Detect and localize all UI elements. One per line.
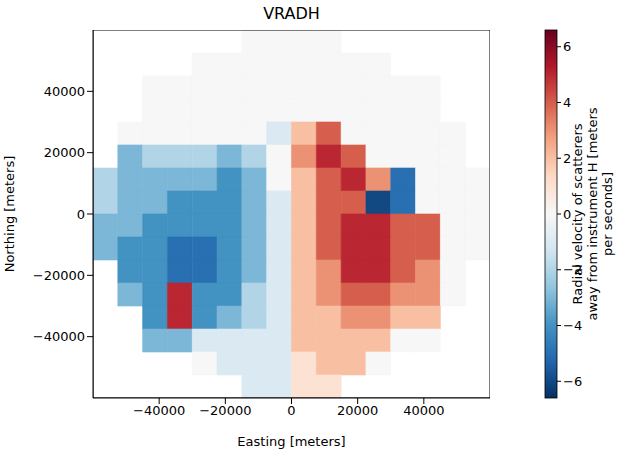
html-text:VRADH: VRADH: [263, 4, 320, 23]
svg-text:20000: 20000: [337, 403, 378, 418]
svg-text:−20000: −20000: [33, 268, 85, 283]
svg-text:−40000: −40000: [133, 403, 185, 418]
svg-text:−6: −6: [563, 374, 582, 389]
svg-text:6: 6: [563, 39, 571, 54]
svg-text:40000: 40000: [44, 84, 85, 99]
svg-text:−20000: −20000: [199, 403, 251, 418]
svg-text:Easting [meters]: Easting [meters]: [237, 434, 345, 449]
svg-text:20000: 20000: [44, 145, 85, 160]
svg-text:−4: −4: [563, 318, 582, 333]
svg-text:40000: 40000: [403, 403, 444, 418]
svg-text:0: 0: [77, 207, 85, 222]
svg-text:−40000: −40000: [33, 329, 85, 344]
svg-text:0: 0: [287, 403, 295, 418]
svg-text:Radial velocity of scatterersa: Radial velocity of scatterersaway from i…: [570, 107, 615, 320]
svg-text:4: 4: [563, 95, 571, 110]
svg-text:0: 0: [563, 206, 572, 222]
svg-text:Northing [meters]: Northing [meters]: [2, 156, 17, 273]
svg-text:2: 2: [563, 150, 572, 166]
